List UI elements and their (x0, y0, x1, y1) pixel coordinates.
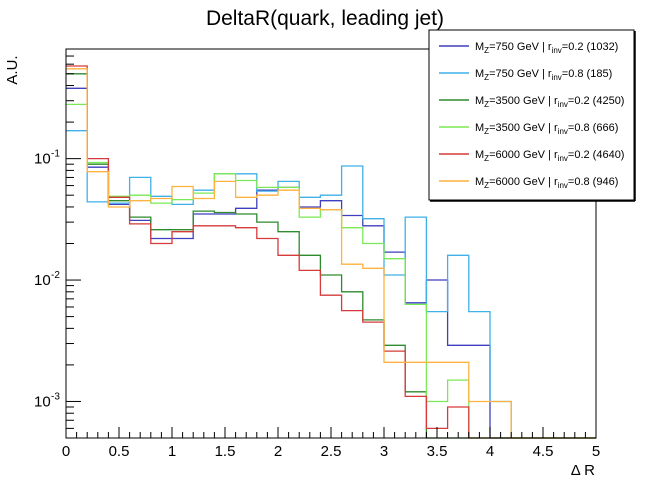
x-tick-label: 4 (486, 443, 494, 460)
legend-entry: MZ=750 GeV | rinv=0.8 (185) (475, 68, 612, 82)
series-line-6 (66, 68, 596, 439)
y-axis: 10-110-210-3 (34, 48, 81, 439)
series-line-5 (66, 65, 596, 439)
legend: MZ=750 GeV | rinv=0.2 (1032) MZ=750 GeV |… (428, 29, 636, 202)
y-tick-exponent: -1 (51, 149, 60, 160)
x-tick-label: 4.5 (533, 443, 554, 460)
x-tick-label: 3 (380, 443, 388, 460)
y-tick-label: 10 (34, 272, 51, 289)
x-axis: 0 0.5 1 1.5 2 2.5 3 3.5 4 4.5 5 (62, 427, 600, 460)
x-tick-label: 0.5 (109, 443, 130, 460)
legend-entry: MZ=750 GeV | rinv=0.2 (1032) (475, 41, 618, 55)
series-line-4 (66, 103, 596, 439)
series-line-2 (66, 130, 596, 439)
y-tick-label: 10 (34, 151, 51, 168)
x-tick-label: 2 (274, 443, 282, 460)
x-tick-label: 5 (592, 443, 600, 460)
x-axis-label: Δ R (571, 462, 595, 479)
legend-entry: MZ=3500 GeV | rinv=0.2 (4250) (475, 95, 624, 109)
x-tick-label: 0 (62, 443, 70, 460)
legend-entry: MZ=3500 GeV | rinv=0.8 (666) (475, 122, 618, 136)
legend-entry: MZ=6000 GeV | rinv=0.2 (4640) (475, 149, 624, 163)
y-tick-exponent: -3 (51, 391, 60, 402)
x-tick-label: 1.5 (215, 443, 236, 460)
x-tick-label: 3.5 (427, 443, 448, 460)
legend-box (428, 29, 635, 201)
y-tick-label: 10 (34, 393, 51, 410)
series-layer (66, 65, 596, 439)
y-tick-exponent: -2 (51, 270, 60, 281)
x-tick-label: 2.5 (321, 443, 342, 460)
legend-entry: MZ=6000 GeV | rinv=0.8 (946) (475, 176, 618, 190)
y-axis-label: A.U. (4, 55, 21, 84)
chart-title: DeltaR(quark, leading jet) (206, 7, 444, 30)
x-tick-label: 1 (168, 443, 176, 460)
